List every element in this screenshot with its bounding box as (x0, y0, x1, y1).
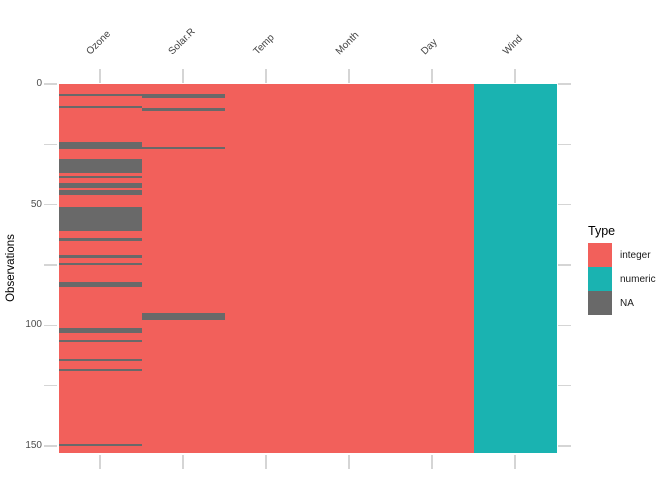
na-stripe (58, 359, 142, 362)
x-tick-bottom (348, 455, 350, 469)
x-tick-top (99, 69, 101, 83)
y-tick-right (558, 384, 571, 387)
na-stripe (58, 158, 142, 174)
y-axis-title: Observations (5, 234, 17, 302)
legend-entry-label: numeric (620, 273, 656, 285)
legend-key-swatch (588, 243, 612, 267)
y-tick-right (558, 324, 571, 327)
column-label: Wind (501, 33, 525, 58)
x-tick-top (431, 69, 433, 83)
legend: Type integer numeric NA (588, 224, 656, 315)
y-tick-label: 50 (30, 198, 42, 210)
column-temp (224, 84, 308, 454)
y-tick-left (44, 203, 57, 206)
x-tick-top (514, 69, 516, 83)
legend-key-swatch (588, 291, 612, 315)
legend-title: Type (588, 224, 616, 238)
legend-entry-label: NA (620, 297, 634, 309)
y-tick-label: 0 (36, 78, 42, 89)
y-tick-left (44, 324, 57, 327)
x-tick-top (348, 69, 350, 83)
x-tick-top (182, 69, 184, 83)
column-label: Temp (251, 32, 277, 58)
na-stripe (58, 281, 142, 287)
na-stripe (58, 93, 142, 97)
column-label: Month (333, 29, 362, 58)
na-stripe (58, 207, 142, 232)
y-tick-label: 100 (25, 319, 42, 331)
column-month (307, 84, 391, 454)
column-wind (473, 84, 557, 454)
y-tick-left (44, 384, 57, 387)
na-stripe (58, 368, 142, 372)
na-stripe (58, 175, 142, 179)
na-stripe (141, 146, 225, 150)
x-tick-bottom (99, 455, 101, 469)
na-stripe (141, 93, 225, 99)
y-tick-right (558, 445, 571, 447)
na-stripe (141, 108, 225, 111)
column-label: Ozone (84, 28, 114, 58)
column-solar-r (141, 84, 225, 454)
na-stripe (58, 141, 142, 150)
x-tick-bottom (514, 455, 516, 469)
na-stripe (58, 327, 142, 333)
x-tick-top (265, 69, 267, 83)
na-stripe (141, 313, 225, 321)
legend-entry-numeric: numeric (588, 267, 656, 291)
x-tick-bottom (265, 455, 267, 469)
na-stripe (58, 182, 142, 188)
x-tick-bottom (182, 455, 184, 469)
y-tick-right (558, 203, 571, 206)
y-tick-left (44, 143, 57, 146)
column-ozone (58, 84, 142, 454)
y-tick-right (558, 264, 571, 266)
legend-entries: integer numeric NA (588, 243, 656, 315)
na-stripe (58, 105, 142, 109)
x-tick-bottom (431, 455, 433, 469)
na-stripe (58, 262, 142, 265)
na-stripe (58, 255, 142, 258)
na-stripe (58, 339, 142, 343)
plot-panel (58, 84, 557, 454)
y-tick-right (558, 83, 571, 85)
na-stripe (58, 238, 142, 241)
na-stripe (58, 190, 142, 195)
legend-entry-na: NA (588, 291, 656, 315)
y-tick-left (44, 264, 57, 266)
column-label: Solar.R (166, 26, 198, 58)
na-stripe (58, 443, 142, 446)
y-tick-label: 150 (25, 439, 42, 451)
legend-entry-label: integer (620, 249, 651, 261)
legend-entry-integer: integer (588, 243, 656, 267)
column-day (390, 84, 474, 454)
y-tick-right (558, 143, 571, 146)
column-label: Day (419, 36, 440, 58)
y-tick-left (44, 445, 57, 447)
legend-key-swatch (588, 267, 612, 291)
y-tick-left (44, 83, 57, 85)
